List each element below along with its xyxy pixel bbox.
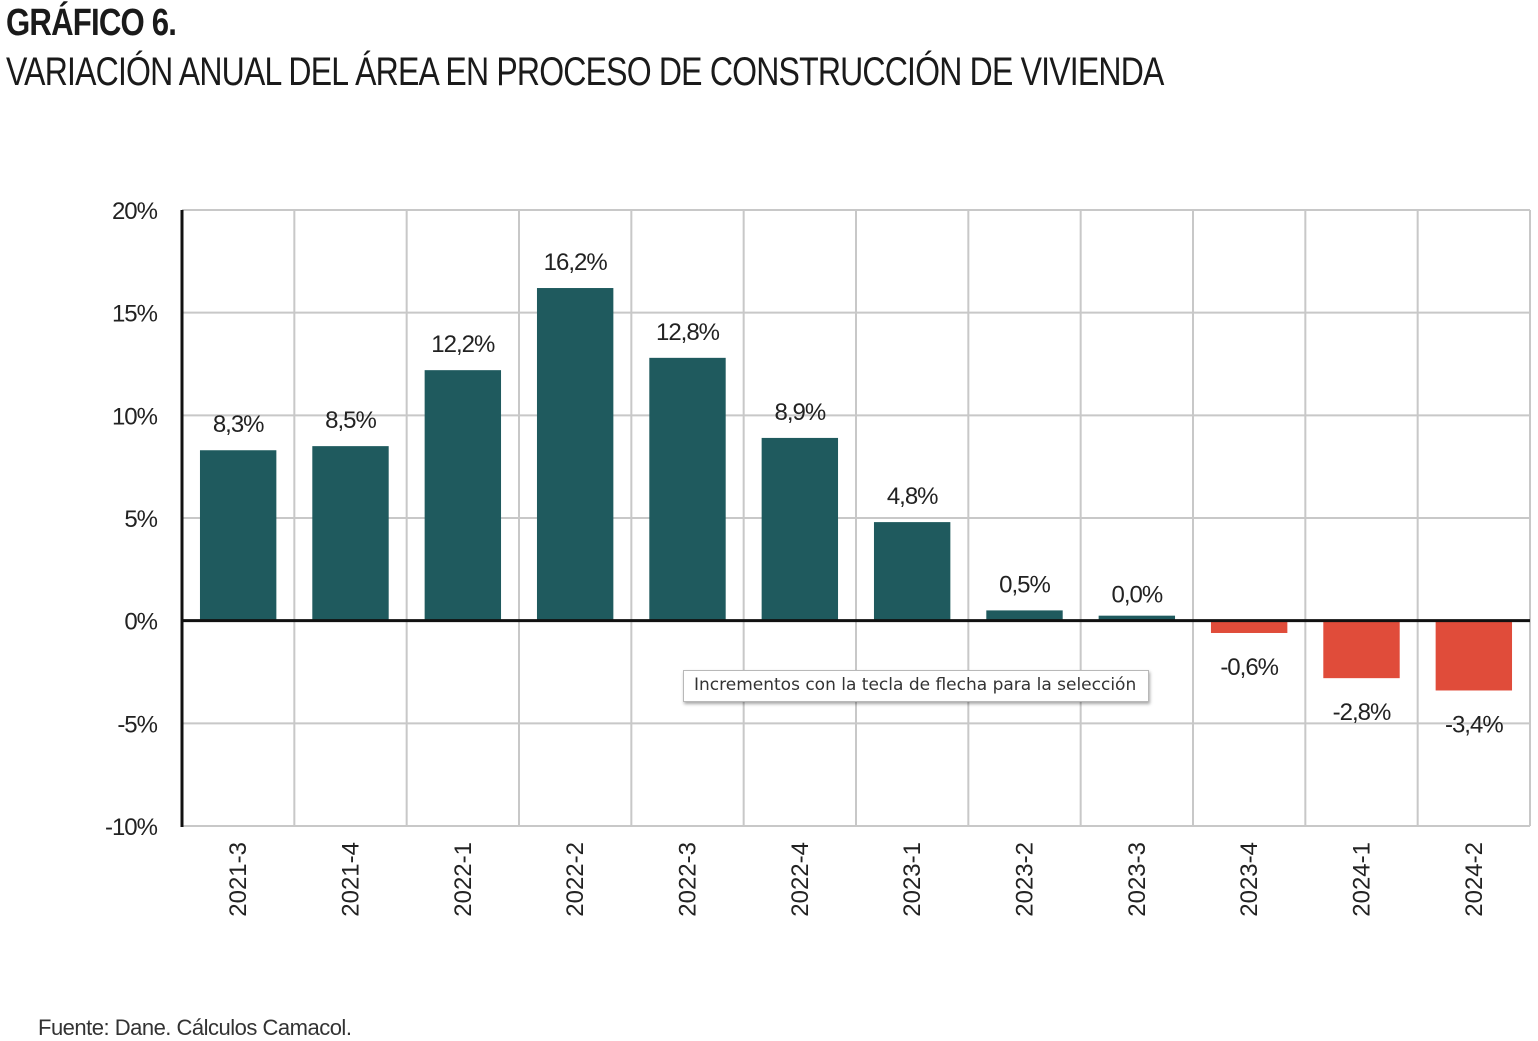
- x-tick-label: 2023-3: [1124, 842, 1151, 917]
- bar: [1098, 615, 1176, 621]
- bar: [1210, 620, 1288, 633]
- source-note: Fuente: Dane. Cálculos Camacol.: [38, 1015, 352, 1040]
- value-label: 8,3%: [213, 411, 264, 438]
- tooltip: Incrementos con la tecla de flecha para …: [683, 670, 1150, 702]
- y-tick-label: 0%: [124, 609, 157, 636]
- value-label: 0,0%: [1111, 582, 1162, 609]
- x-tick-label: 2024-2: [1461, 842, 1488, 917]
- bar: [873, 522, 951, 621]
- chart-subtitle: VARIACIÓN ANUAL DEL ÁREA EN PROCESO DE C…: [6, 50, 1164, 94]
- x-tick-label: 2024-1: [1349, 842, 1376, 917]
- x-tick-label: 2023-4: [1236, 842, 1263, 917]
- bar: [199, 450, 277, 621]
- bar: [761, 437, 839, 621]
- y-tick-label: 5%: [124, 506, 157, 533]
- x-tick-label: 2022-3: [675, 842, 702, 917]
- bar: [536, 288, 614, 621]
- y-tick-label: 20%: [112, 198, 158, 225]
- value-label: -2,8%: [1333, 699, 1391, 726]
- x-tick-label: 2023-1: [899, 842, 926, 917]
- x-tick-label: 2021-3: [225, 842, 252, 917]
- value-label: 4,8%: [887, 483, 938, 510]
- bar: [1435, 620, 1513, 691]
- y-tick-label: 15%: [112, 301, 158, 328]
- bar: [1323, 620, 1400, 679]
- bar: [986, 610, 1063, 621]
- value-label: 16,2%: [544, 249, 608, 276]
- x-tick-label: 2023-2: [1012, 842, 1039, 917]
- x-tick-label: 2021-4: [338, 842, 365, 917]
- x-tick-label: 2022-4: [787, 842, 814, 917]
- value-label: 0,5%: [999, 571, 1050, 598]
- x-tick-label: 2022-1: [450, 842, 477, 917]
- bar: [424, 370, 502, 621]
- y-tick-label: -5%: [117, 711, 157, 738]
- chart-title: GRÁFICO 6.: [6, 2, 177, 44]
- value-label: -0,6%: [1220, 654, 1278, 681]
- value-label: 12,8%: [656, 319, 720, 346]
- value-label: 12,2%: [431, 331, 495, 358]
- bar-chart: 20% 15% 10% 5% 0% -5% -10% 8,3% 2021-3 8,5% 2021-4…: [105, 198, 1531, 917]
- bar: [649, 357, 726, 621]
- bar: [312, 446, 389, 621]
- value-label: 8,9%: [774, 399, 825, 426]
- y-tick-label: -10%: [105, 814, 158, 841]
- value-label: -3,4%: [1445, 711, 1503, 738]
- y-tick-label: 10%: [112, 403, 158, 430]
- value-label: 8,5%: [325, 407, 376, 434]
- x-tick-label: 2022-2: [562, 842, 589, 917]
